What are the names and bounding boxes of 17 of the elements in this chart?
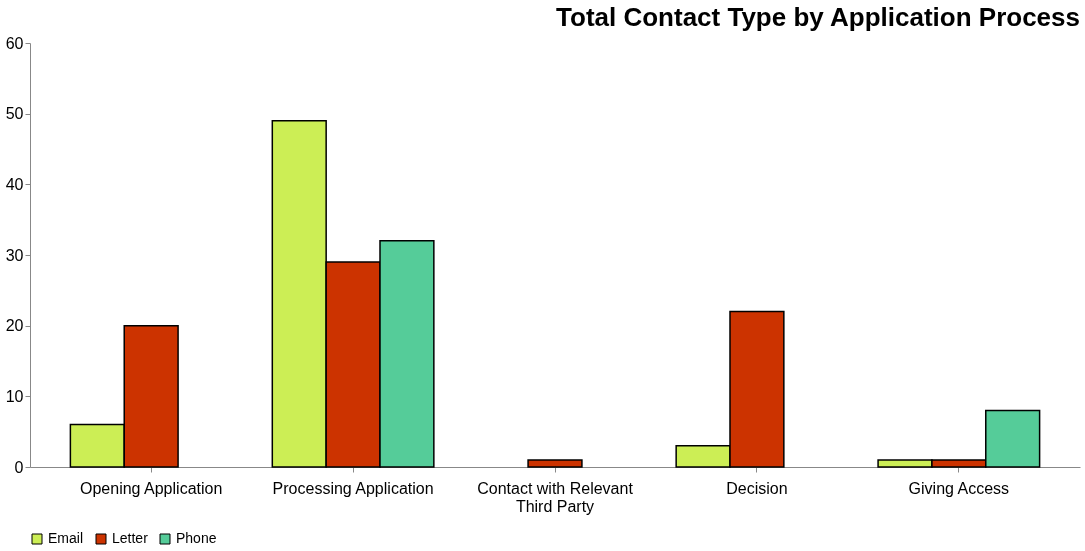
y-tick-label: 40 bbox=[5, 175, 24, 193]
x-tick-label: Decision bbox=[726, 479, 788, 497]
y-tick-label: 30 bbox=[5, 246, 24, 264]
y-tick-label: 60 bbox=[5, 34, 24, 52]
legend-label: Email bbox=[48, 530, 84, 546]
y-tick-label: 50 bbox=[5, 105, 24, 123]
x-tick-label: Contact with Relevant Third Party bbox=[477, 479, 634, 515]
x-tick-label: Opening Application bbox=[79, 479, 223, 497]
y-tick-label: 20 bbox=[5, 317, 24, 335]
legend-label: Phone bbox=[176, 530, 217, 546]
x-tick-label: Giving Access bbox=[908, 479, 1010, 497]
x-tick-label: Processing Application bbox=[272, 479, 434, 497]
legend-label: Letter bbox=[112, 530, 149, 546]
y-tick-label: 10 bbox=[5, 387, 24, 405]
y-tick-label: 0 bbox=[14, 458, 24, 476]
chart-title: Total Contact Type by Application Process bbox=[556, 2, 1080, 32]
bar bbox=[527, 459, 583, 468]
